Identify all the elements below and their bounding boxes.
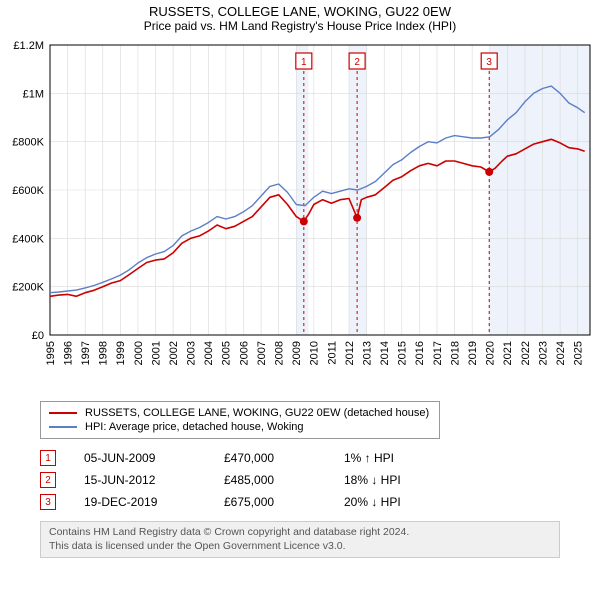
svg-text:£1.2M: £1.2M: [13, 40, 44, 52]
svg-text:2022: 2022: [520, 341, 532, 365]
svg-text:£600K: £600K: [12, 185, 44, 197]
legend-label: HPI: Average price, detached house, Woki…: [85, 421, 304, 433]
svg-text:£400K: £400K: [12, 233, 44, 245]
svg-text:2: 2: [354, 57, 360, 68]
sales-table: 1 05-JUN-2009£470,0001% ↑ HPI 2 15-JUN-2012…: [40, 447, 600, 513]
svg-text:2004: 2004: [203, 341, 215, 365]
legend-item: RUSSETS, COLLEGE LANE, WOKING, GU22 0EW …: [49, 406, 431, 420]
svg-text:2020: 2020: [485, 341, 497, 365]
svg-text:£1M: £1M: [23, 88, 44, 100]
svg-text:2012: 2012: [344, 341, 356, 365]
svg-text:2013: 2013: [361, 341, 373, 365]
svg-text:2019: 2019: [467, 341, 479, 365]
sale-diff: 1% ↑ HPI: [344, 451, 464, 465]
legend: RUSSETS, COLLEGE LANE, WOKING, GU22 0EW …: [40, 401, 440, 439]
svg-text:3: 3: [486, 57, 492, 68]
svg-text:2005: 2005: [221, 341, 233, 365]
svg-text:2024: 2024: [555, 341, 567, 365]
svg-text:1996: 1996: [62, 341, 74, 365]
sale-date: 19-DEC-2019: [84, 495, 224, 509]
svg-text:2003: 2003: [186, 341, 198, 365]
svg-text:£800K: £800K: [12, 137, 44, 149]
legend-label: RUSSETS, COLLEGE LANE, WOKING, GU22 0EW …: [85, 407, 429, 419]
svg-text:2011: 2011: [326, 341, 338, 365]
sale-badge: 3: [40, 494, 56, 510]
svg-text:1999: 1999: [115, 341, 127, 365]
sale-date: 15-JUN-2012: [84, 473, 224, 487]
sale-diff: 18% ↓ HPI: [344, 473, 464, 487]
svg-text:1995: 1995: [45, 341, 57, 365]
footer-line: This data is licensed under the Open Gov…: [49, 540, 551, 554]
svg-text:2009: 2009: [291, 341, 303, 365]
svg-text:£200K: £200K: [12, 282, 44, 294]
svg-text:2002: 2002: [168, 341, 180, 365]
svg-text:2014: 2014: [379, 341, 391, 365]
sale-row: 1 05-JUN-2009£470,0001% ↑ HPI: [40, 447, 600, 469]
svg-text:2017: 2017: [432, 341, 444, 365]
sale-price: £470,000: [224, 451, 344, 465]
sale-date: 05-JUN-2009: [84, 451, 224, 465]
svg-text:2001: 2001: [150, 341, 162, 365]
page-title: RUSSETS, COLLEGE LANE, WOKING, GU22 0EW: [0, 4, 600, 19]
sale-row: 2 15-JUN-2012£485,00018% ↓ HPI: [40, 469, 600, 491]
svg-text:2010: 2010: [309, 341, 321, 365]
svg-text:1: 1: [301, 57, 307, 68]
sale-badge: 2: [40, 472, 56, 488]
svg-text:2021: 2021: [502, 341, 514, 365]
svg-text:2006: 2006: [238, 341, 250, 365]
svg-text:2023: 2023: [537, 341, 549, 365]
svg-text:2016: 2016: [414, 341, 426, 365]
svg-text:£0: £0: [32, 330, 44, 342]
legend-swatch: [49, 412, 77, 414]
svg-text:2000: 2000: [133, 341, 145, 365]
svg-text:2025: 2025: [573, 341, 585, 365]
legend-item: HPI: Average price, detached house, Woki…: [49, 420, 431, 434]
svg-text:1997: 1997: [80, 341, 92, 365]
svg-text:2008: 2008: [274, 341, 286, 365]
price-chart: £0 £200K £400K £600K £800K £1M £1.2M 1995 1996 19…: [0, 35, 600, 395]
sale-price: £675,000: [224, 495, 344, 509]
svg-text:2015: 2015: [397, 341, 409, 365]
page-subtitle: Price paid vs. HM Land Registry's House …: [0, 19, 600, 33]
sale-price: £485,000: [224, 473, 344, 487]
svg-text:2018: 2018: [449, 341, 461, 365]
sale-row: 3 19-DEC-2019£675,00020% ↓ HPI: [40, 491, 600, 513]
svg-text:1998: 1998: [98, 341, 110, 365]
svg-text:2007: 2007: [256, 341, 268, 365]
attribution-footer: Contains HM Land Registry data © Crown c…: [40, 521, 560, 558]
sale-diff: 20% ↓ HPI: [344, 495, 464, 509]
sale-badge: 1: [40, 450, 56, 466]
footer-line: Contains HM Land Registry data © Crown c…: [49, 526, 551, 540]
legend-swatch: [49, 426, 77, 428]
